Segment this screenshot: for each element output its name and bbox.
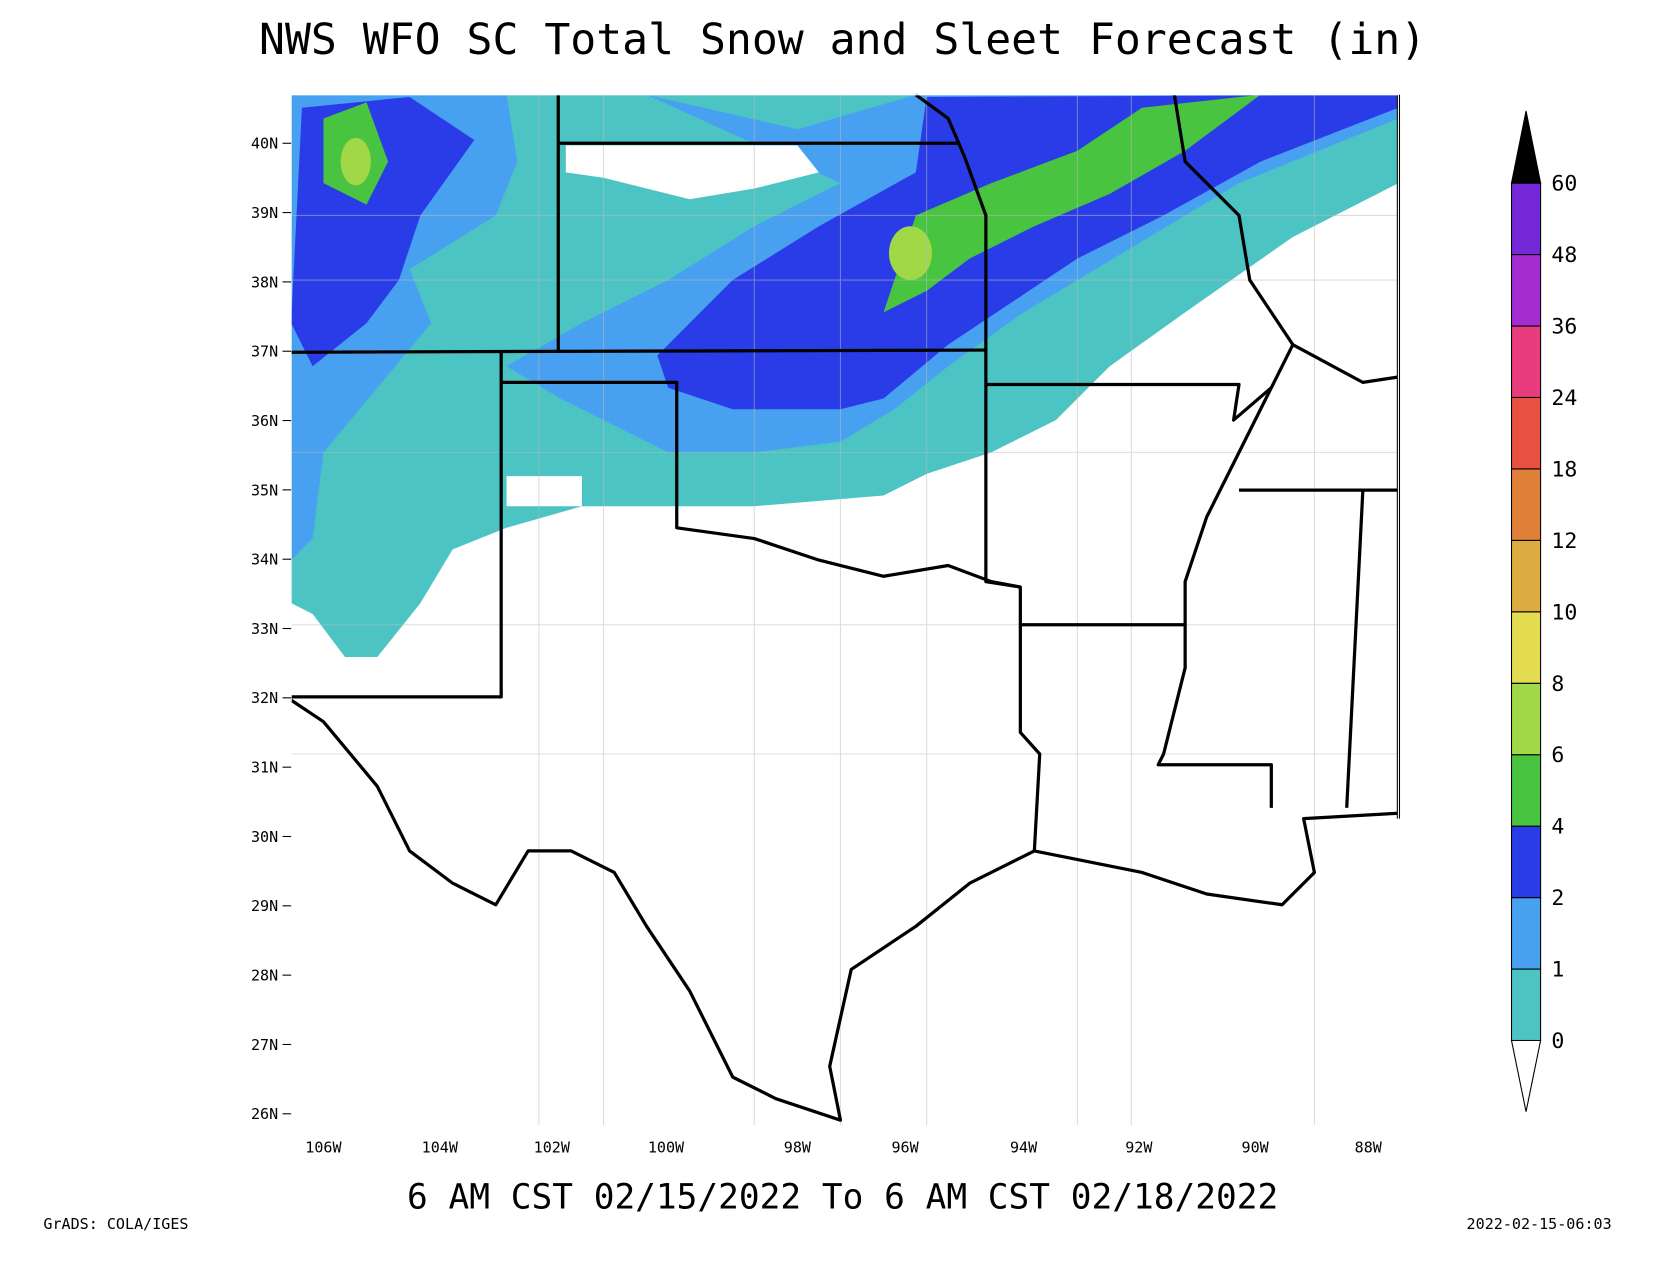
lon-label: 100W bbox=[648, 1139, 685, 1157]
legend-label: 10 bbox=[1551, 600, 1577, 625]
legend-label: 2 bbox=[1551, 886, 1564, 911]
legend-below bbox=[1510, 1039, 1542, 1112]
legend-above bbox=[1510, 110, 1542, 184]
lat-label: 28N bbox=[251, 967, 278, 985]
lat-label: 36N bbox=[251, 412, 278, 430]
legend-swatch bbox=[1510, 539, 1542, 613]
credit: GrADS: COLA/IGES bbox=[43, 1215, 188, 1233]
legend-swatch bbox=[1510, 254, 1542, 327]
lon-label: 106W bbox=[305, 1139, 342, 1157]
legend-label: 4 bbox=[1551, 815, 1564, 840]
legend-label: 48 bbox=[1551, 243, 1577, 268]
legend-label: 8 bbox=[1551, 672, 1564, 697]
legend-label: 1 bbox=[1551, 958, 1564, 983]
legend-swatch bbox=[1510, 968, 1542, 1042]
legend-swatch bbox=[1510, 182, 1542, 256]
snow-6-8 bbox=[340, 137, 371, 186]
legend-swatch bbox=[1510, 396, 1542, 470]
lon-label: 102W bbox=[534, 1139, 571, 1157]
period: 6 AM CST 02/15/2022 To 6 AM CST 02/18/20… bbox=[407, 1178, 1278, 1218]
lon-label: 90W bbox=[1242, 1139, 1270, 1157]
legend-label: 36 bbox=[1551, 315, 1577, 340]
lat-label: 30N bbox=[251, 828, 278, 846]
legend-swatch bbox=[1510, 825, 1542, 899]
title: NWS WFO SC Total Snow and Sleet Forecast… bbox=[259, 15, 1426, 65]
legend-label: 12 bbox=[1551, 529, 1577, 554]
lon-label: 94W bbox=[1010, 1139, 1038, 1157]
snow-field bbox=[291, 94, 1399, 1126]
legend-label: 18 bbox=[1551, 457, 1577, 482]
lat-label: 40N bbox=[251, 135, 278, 153]
no-snow-area bbox=[506, 476, 582, 507]
snow-4-6 bbox=[883, 94, 1261, 313]
legend-swatch bbox=[1510, 754, 1542, 827]
lat-label: 34N bbox=[251, 551, 278, 569]
legend-label: 60 bbox=[1551, 172, 1577, 197]
lat-label: 35N bbox=[251, 481, 278, 499]
lat-label: 33N bbox=[251, 620, 278, 638]
county-lines bbox=[291, 94, 1399, 1126]
legend-swatch bbox=[1510, 468, 1542, 541]
lon-label: 104W bbox=[422, 1139, 459, 1157]
lat-label: 26N bbox=[251, 1105, 278, 1123]
lat-label: 31N bbox=[251, 759, 278, 777]
legend-swatch bbox=[1510, 325, 1542, 398]
lat-label: 37N bbox=[251, 343, 278, 361]
lat-label: 39N bbox=[251, 204, 278, 222]
legend-swatch bbox=[1510, 897, 1542, 970]
legend-swatch bbox=[1510, 682, 1542, 756]
legend-label: 24 bbox=[1551, 386, 1577, 411]
lat-label: 27N bbox=[251, 1036, 278, 1054]
snow-2-4 bbox=[657, 94, 1399, 410]
legend-label: 0 bbox=[1551, 1029, 1564, 1054]
no-snow-area bbox=[565, 145, 819, 200]
legend-label: 6 bbox=[1551, 743, 1564, 768]
lon-label: 92W bbox=[1125, 1139, 1153, 1157]
lat-label: 29N bbox=[251, 897, 278, 915]
timestamp: 2022-02-15-06:03 bbox=[1467, 1215, 1612, 1233]
lat-label: 38N bbox=[251, 273, 278, 291]
map-frame bbox=[290, 94, 1399, 1127]
snow-6-8 bbox=[888, 226, 933, 281]
lon-label: 98W bbox=[784, 1139, 812, 1157]
lat-label: 32N bbox=[251, 689, 278, 707]
lon-label: 96W bbox=[891, 1139, 919, 1157]
lon-label: 88W bbox=[1355, 1139, 1383, 1157]
axes: 40N 39N 38N 37N 36N 35N 34N 33N 32N 31N 30N 29N 28N 2… bbox=[251, 135, 1383, 1157]
legend-swatch bbox=[1510, 611, 1542, 684]
